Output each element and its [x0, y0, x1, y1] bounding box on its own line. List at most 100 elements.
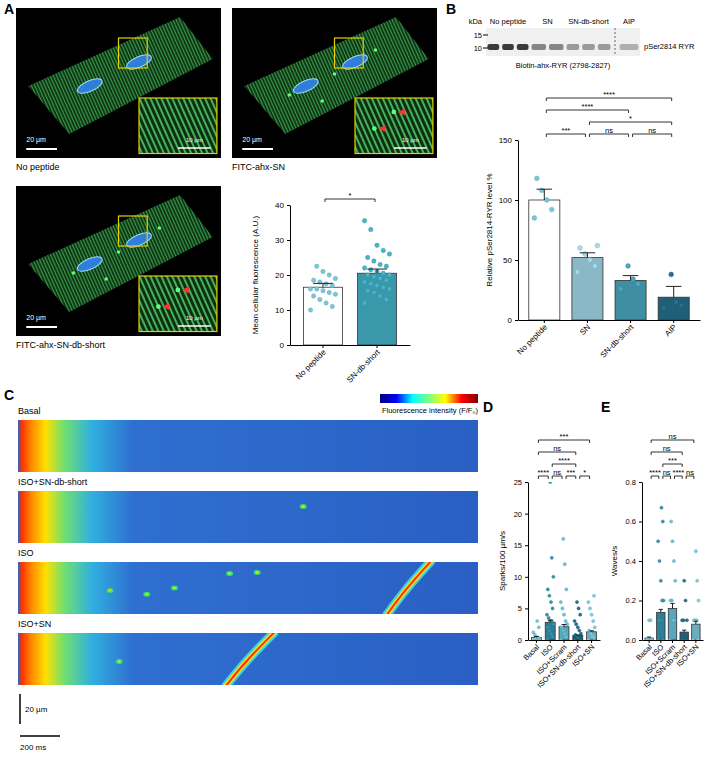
data-point	[593, 626, 596, 629]
band	[582, 44, 595, 50]
label: 10 µm	[186, 137, 203, 143]
label: SN-db-short	[568, 17, 609, 26]
data-point	[369, 268, 373, 272]
zoom-box	[335, 38, 364, 68]
data-point	[646, 638, 649, 640]
spark	[226, 571, 233, 576]
error-cap	[313, 283, 332, 284]
plot-area	[531, 482, 596, 640]
data-point	[575, 600, 578, 603]
data-point	[672, 619, 675, 622]
axis-title: Relative pSer2814-RYR level %	[485, 173, 494, 286]
data-point	[685, 619, 688, 622]
data-point	[549, 632, 552, 635]
y-tick: 0.0	[626, 636, 642, 645]
linescan-image	[18, 562, 478, 614]
error-bar	[562, 625, 567, 627]
label: 20 µm	[26, 314, 46, 322]
spark	[107, 588, 114, 593]
tick-mark	[550, 640, 551, 643]
marker-tick	[483, 35, 488, 36]
x-axis: No peptideSN-db-short	[291, 345, 411, 385]
data-point	[532, 638, 535, 640]
error-bar	[694, 621, 698, 624]
error-cap	[670, 603, 674, 604]
significance-label: ***	[561, 126, 570, 135]
calcium-wave	[225, 633, 276, 685]
error-bar	[313, 283, 332, 287]
data-point	[547, 616, 550, 619]
inset	[139, 276, 217, 332]
data-point	[658, 559, 661, 562]
chart: 0510152025BasalISOISO+ScramISO+SN-db-sho…	[498, 432, 601, 690]
tick-mark	[639, 482, 642, 483]
data-point	[697, 599, 700, 602]
band	[620, 44, 639, 50]
x-tick: SN-db-short	[599, 320, 636, 360]
data-point	[659, 579, 662, 582]
label: FITC-ahx-SN-db-short	[16, 340, 106, 350]
bar	[615, 280, 646, 320]
label: ISO	[18, 548, 34, 558]
punctum	[104, 277, 108, 281]
x-tick: No peptide	[515, 320, 549, 356]
axis-line	[291, 345, 411, 346]
nucleus	[291, 76, 320, 96]
y-axis: 010203040	[275, 201, 290, 350]
error-line	[377, 269, 378, 273]
data-point	[576, 626, 579, 629]
significance-label: ns	[669, 432, 677, 441]
data-point	[661, 520, 664, 523]
data-point	[590, 613, 593, 616]
data-point	[378, 276, 382, 280]
data-point	[636, 282, 641, 287]
label: FITC-ahx-SN	[232, 162, 285, 172]
nucleus	[341, 52, 370, 72]
panel-label: E	[601, 399, 610, 415]
significance-label: ***	[567, 468, 576, 477]
tick-mark	[544, 320, 545, 323]
data-point	[372, 275, 376, 279]
tick-mark	[515, 140, 518, 141]
bar	[545, 622, 555, 640]
error-cap	[562, 624, 567, 625]
tick-label: 5	[518, 604, 522, 613]
significance-label: ****	[672, 468, 684, 477]
data-point	[369, 282, 373, 286]
data-point	[552, 623, 555, 626]
axis-title: Sparks/100 µm/s	[498, 531, 507, 591]
figure: ABCDE20 µm10 µmNo peptide20 µm10 µmFITC-…	[0, 0, 709, 775]
tick-label: Basal	[521, 642, 541, 662]
x-tick: SN-db-short	[345, 345, 382, 385]
y-tick: 15	[514, 541, 528, 550]
tick-mark	[684, 640, 685, 643]
label: 20 µm	[26, 136, 46, 144]
blot-membrane	[486, 28, 640, 56]
data-point	[375, 269, 379, 273]
punctum	[156, 304, 161, 309]
y-tick: 0	[280, 341, 290, 350]
tick-label: ISO+SN	[675, 643, 701, 669]
data-point	[378, 294, 382, 298]
x-tick: AIP	[663, 320, 678, 338]
axis-title: Mean cellular fluorescence (A.U.)	[251, 216, 260, 335]
label: Biotin-ahx-RYR (2798-2827)	[516, 61, 611, 70]
y-tick: 100	[499, 196, 518, 205]
tick-mark	[515, 260, 518, 261]
y-tick: 25	[514, 478, 528, 487]
label: 10 µm	[186, 315, 203, 321]
data-point	[327, 273, 331, 277]
error-bar	[580, 253, 596, 258]
data-point	[631, 277, 636, 282]
bar	[692, 624, 700, 640]
spark	[116, 659, 123, 664]
bar	[657, 612, 665, 640]
data-point	[362, 301, 366, 305]
nucleus	[125, 230, 154, 250]
tick-label: SN-db-short	[345, 347, 382, 384]
plot-area	[529, 176, 689, 320]
data-point	[587, 600, 590, 603]
nucleus	[75, 76, 104, 96]
significance-label: ****	[537, 468, 549, 477]
error-cap	[575, 634, 580, 635]
